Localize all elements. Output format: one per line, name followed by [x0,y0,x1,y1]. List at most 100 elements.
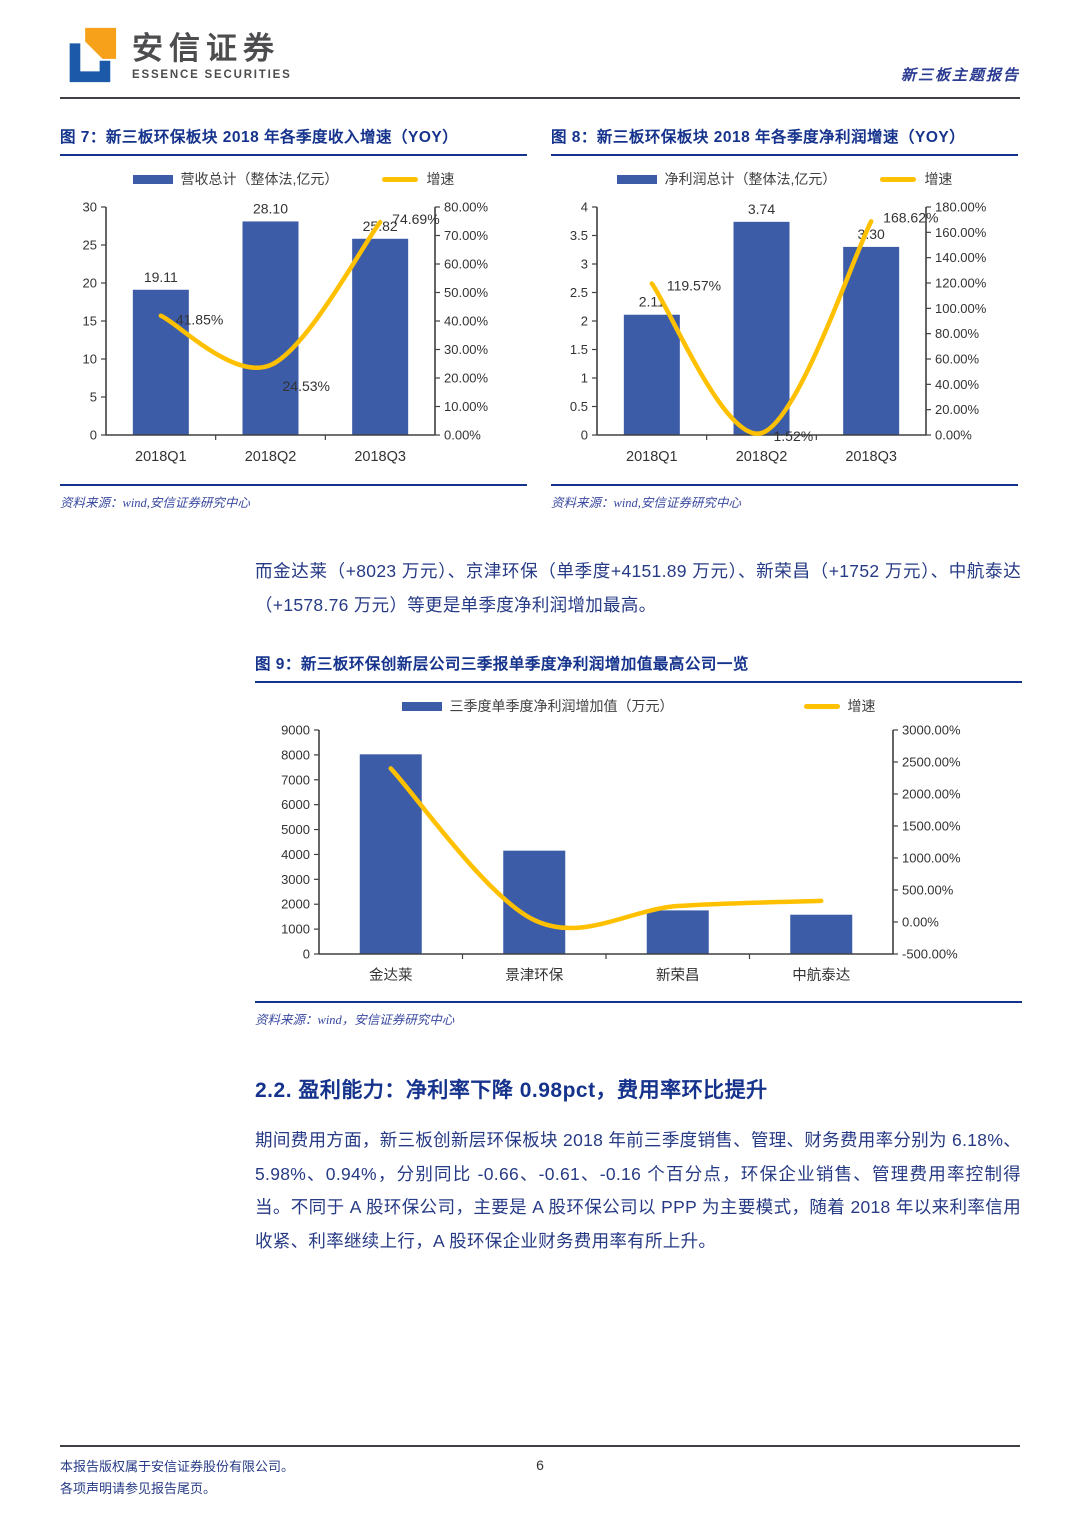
svg-text:2.5: 2.5 [570,285,588,300]
svg-text:28.10: 28.10 [253,200,288,216]
section-heading: 2.2. 盈利能力：净利率下降 0.98pct，费用率环比提升 [255,1079,768,1103]
svg-text:-500.00%: -500.00% [902,947,958,962]
svg-text:0: 0 [303,947,310,962]
svg-text:2018Q1: 2018Q1 [626,449,678,465]
svg-text:0: 0 [90,428,97,443]
copyright-line-1: 本报告版权属于安信证券股份有限公司。 [60,1458,295,1474]
svg-text:1000.00%: 1000.00% [902,851,961,866]
svg-text:金达莱: 金达莱 [369,967,413,984]
brand: 安信证券 ESSENCE SECURITIES [60,26,292,89]
legend-bar-label: 营收总计（整体法,亿元） [180,171,339,187]
copyright-line-2: 各项声明请参见报告尾页。 [60,1481,217,1497]
svg-text:1: 1 [581,371,588,386]
figure-8-title: 图 8：新三板环保板块 2018 年各季度净利润增速（YOY） [551,125,1018,156]
svg-text:20.00%: 20.00% [444,371,489,386]
page-header: 安信证券 ESSENCE SECURITIES 新三板主题报告 [0,0,1080,89]
svg-text:60.00%: 60.00% [935,352,980,367]
svg-text:3: 3 [581,257,588,272]
figure-9-title: 图 9：新三板环保创新层公司三季报单季度净利润增加值最高公司一览 [255,652,1022,684]
report-type-label: 新三板主题报告 [900,68,1020,84]
svg-text:景津环保: 景津环保 [505,967,563,984]
figure-9-chart: 0 1000 2000 3000 4000 5000 6000 7000 8000 9000 -50… [255,720,1022,997]
svg-text:3000.00%: 3000.00% [902,723,961,738]
svg-text:1500.00%: 1500.00% [902,819,961,834]
svg-text:0.00%: 0.00% [902,915,939,930]
svg-text:15: 15 [83,314,97,329]
page-footer: 本报告版权属于安信证券股份有限公司。 各项声明请参见报告尾页。 6 [60,1444,1020,1502]
legend-bar-label: 净利润总计（整体法,亿元） [664,171,837,187]
svg-text:24.53%: 24.53% [283,378,330,394]
figure-7-chart: 0 5 10 15 20 25 30 0.00% 10.00% 20.00% 30.00% 40.00… [60,193,527,480]
svg-text:2018Q1: 2018Q1 [135,449,187,465]
svg-text:74.69%: 74.69% [392,211,439,227]
svg-text:4: 4 [581,200,588,215]
svg-text:100.00%: 100.00% [935,301,987,316]
brand-text: 安信证券 ESSENCE SECURITIES [132,33,292,82]
line-swatch-icon [803,703,840,709]
figure-7-source: 资料来源：wind,安信证券研究中心 [60,484,527,511]
svg-text:1.5: 1.5 [570,342,588,357]
figure-9-source: 资料来源：wind，安信证券研究中心 [255,1001,1022,1028]
svg-text:3.74: 3.74 [748,201,775,217]
figure-7-legend: 营收总计（整体法,亿元） 增速 [60,169,527,189]
legend-line-group: 增速 [803,696,876,716]
svg-text:4000: 4000 [281,847,310,862]
svg-text:中航泰达: 中航泰达 [792,967,850,984]
svg-text:1.52%: 1.52% [774,428,814,444]
body-paragraph-1: 而金达莱（+8023 万元）、京津环保（单季度+4151.89 万元）、新荣昌（… [255,561,1021,615]
svg-text:41.85%: 41.85% [176,312,223,328]
svg-text:40.00%: 40.00% [444,314,489,329]
svg-text:80.00%: 80.00% [935,326,980,341]
figure-7-title: 图 7：新三板环保板块 2018 年各季度收入增速（YOY） [60,125,527,156]
svg-text:0.00%: 0.00% [935,428,972,443]
line-swatch-icon [880,176,917,182]
svg-text:168.62%: 168.62% [883,209,938,225]
bar-swatch-icon [132,174,173,184]
svg-text:1000: 1000 [281,922,310,937]
svg-text:30: 30 [83,200,97,215]
figure-8-legend: 净利润总计（整体法,亿元） 增速 [551,169,1018,189]
svg-text:0.00%: 0.00% [444,428,481,443]
svg-text:0: 0 [581,428,588,443]
svg-text:119.57%: 119.57% [667,278,721,294]
svg-text:50.00%: 50.00% [444,285,489,300]
figure-7: 图 7：新三板环保板块 2018 年各季度收入增速（YOY） 营收总计（整体法,… [60,125,527,511]
header-divider [60,97,1020,99]
essence-securities-logo-icon [60,26,118,89]
legend-bar-group: 营收总计（整体法,亿元） [132,169,339,189]
svg-text:2500.00%: 2500.00% [902,755,961,770]
svg-text:7000: 7000 [281,772,310,787]
svg-text:9000: 9000 [281,723,310,738]
svg-text:3000: 3000 [281,872,310,887]
svg-text:5: 5 [90,390,97,405]
svg-text:2000.00%: 2000.00% [902,787,961,802]
legend-bar-group: 三季度单季度净利润增加值（万元） [401,696,674,716]
figures-row: 图 7：新三板环保板块 2018 年各季度收入增速（YOY） 营收总计（整体法,… [60,125,1020,511]
legend-line-label: 增速 [426,171,455,187]
svg-text:6000: 6000 [281,797,310,812]
figure-9: 图 9：新三板环保创新层公司三季报单季度净利润增加值最高公司一览 三季度单季度净… [255,652,1022,1028]
line-swatch-icon [382,176,419,182]
figure-9-legend: 三季度单季度净利润增加值（万元） 增速 [255,696,1022,716]
legend-line-label: 增速 [847,698,876,715]
svg-text:2: 2 [581,314,588,329]
svg-text:180.00%: 180.00% [935,200,987,215]
svg-text:25: 25 [83,238,97,253]
svg-text:20: 20 [83,276,97,291]
brand-name-en: ESSENCE SECURITIES [132,69,292,82]
figure-8: 图 8：新三板环保板块 2018 年各季度净利润增速（YOY） 净利润总计（整体… [551,125,1018,511]
svg-text:8000: 8000 [281,748,310,763]
bar-swatch-icon [401,701,442,711]
svg-text:10.00%: 10.00% [444,399,489,414]
svg-text:10: 10 [83,352,97,367]
svg-text:120.00%: 120.00% [935,276,987,291]
page-number: 6 [536,1456,544,1473]
svg-text:3.5: 3.5 [570,228,588,243]
svg-text:20.00%: 20.00% [935,402,980,417]
legend-line-group: 增速 [382,169,454,189]
svg-text:2018Q2: 2018Q2 [245,449,297,465]
svg-text:2018Q3: 2018Q3 [845,449,897,465]
figure-8-chart: 0 0.5 1 1.5 2 2.5 3 3.5 4 0.00% 20.00% 40.00% 60.00%… [551,193,1018,480]
svg-text:40.00%: 40.00% [935,377,980,392]
